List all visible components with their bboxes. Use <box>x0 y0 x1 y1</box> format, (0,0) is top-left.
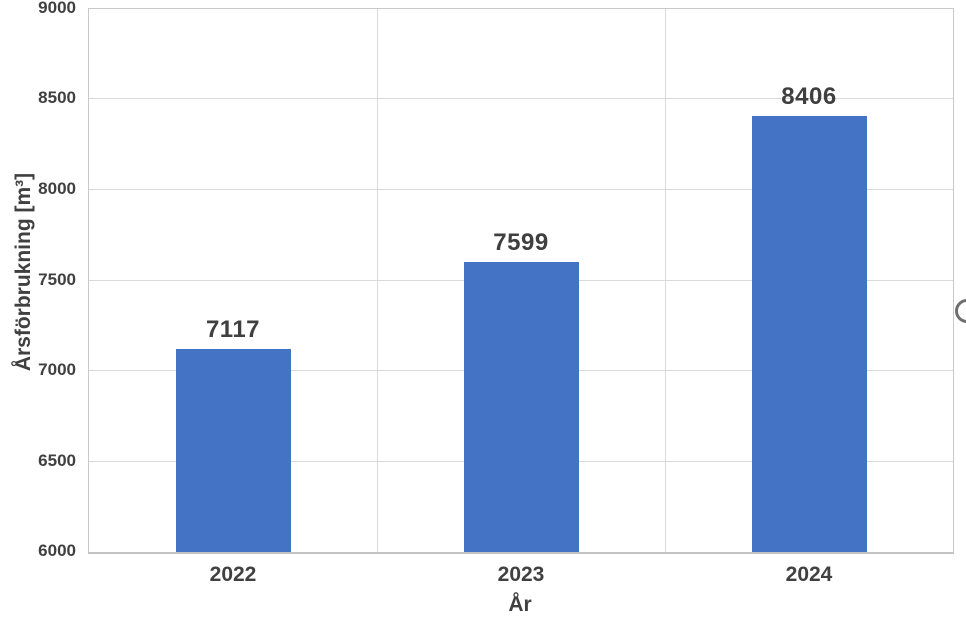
h-gridline-8500 <box>89 98 953 99</box>
y-tick-label-7000: 7000 <box>38 360 76 379</box>
y-tick-label-8000: 8000 <box>38 179 76 198</box>
x-tick-label-2022: 2022 <box>209 563 257 586</box>
v-gridline-1 <box>377 9 378 552</box>
bar-2023[interactable] <box>464 262 579 552</box>
y-tick-label-6000: 6000 <box>38 541 76 560</box>
y-axis-title: Årsförbrukning [m³] <box>12 172 35 372</box>
y-tick-label-8500: 8500 <box>38 88 76 107</box>
v-gridline-2 <box>665 9 666 552</box>
x-axis-title: År <box>508 593 532 616</box>
y-tick-label-9000: 9000 <box>38 0 76 17</box>
data-label-2024: 8406 <box>781 83 837 110</box>
bar-2024[interactable] <box>752 116 867 552</box>
data-label-2023: 7599 <box>493 229 549 256</box>
y-tick-label-7500: 7500 <box>38 270 76 289</box>
x-tick-label-2024: 2024 <box>785 563 833 586</box>
data-label-2022: 7117 <box>205 316 261 343</box>
right-edge-button[interactable] <box>955 299 966 323</box>
y-tick-label-6500: 6500 <box>38 451 76 470</box>
bar-2022[interactable] <box>176 349 291 552</box>
circle-icon <box>955 299 966 323</box>
h-gridline-8000 <box>89 189 953 190</box>
x-tick-label-2023: 2023 <box>497 563 545 586</box>
